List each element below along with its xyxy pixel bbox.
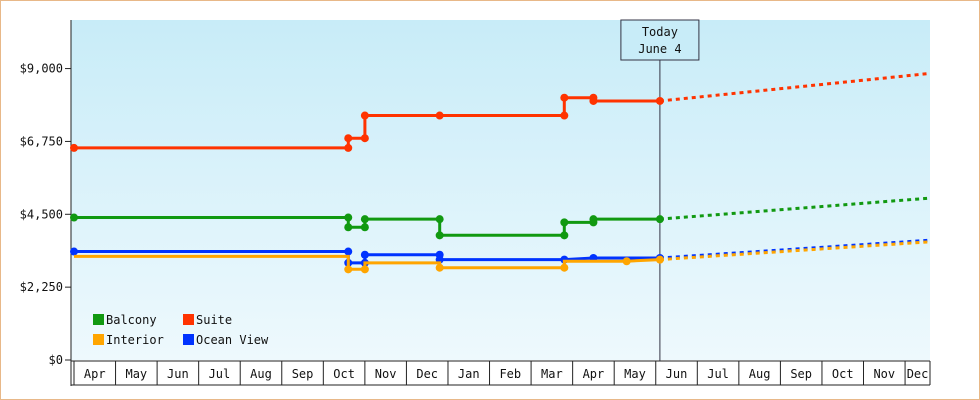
legend-swatch [93, 314, 104, 325]
balcony-point[interactable] [560, 231, 569, 240]
interior-point[interactable] [435, 263, 444, 272]
interior-point[interactable] [655, 255, 664, 264]
legend-item-suite[interactable]: Suite [183, 313, 232, 327]
x-month-label: Sep [790, 367, 812, 381]
x-month-label: Jun [666, 367, 688, 381]
balcony-point[interactable] [344, 213, 353, 222]
x-month-label: Jul [707, 367, 729, 381]
suite-projection [659, 71, 931, 103]
legend-label: Balcony [106, 313, 157, 327]
x-month-label: Jul [209, 367, 231, 381]
balcony-point[interactable] [435, 231, 444, 240]
interior-projection [659, 240, 931, 262]
ocean-view-projection [659, 238, 931, 260]
balcony-point[interactable] [360, 215, 369, 224]
legend-label: Interior [106, 333, 164, 347]
balcony-point[interactable] [70, 213, 78, 222]
x-month-label: Oct [832, 367, 854, 381]
suite-point[interactable] [655, 96, 664, 105]
x-month-label: Sep [292, 367, 314, 381]
suite-point[interactable] [560, 111, 569, 120]
legend-label: Suite [196, 313, 232, 327]
series-layer [70, 71, 931, 274]
series-balcony [70, 196, 931, 240]
suite-point[interactable] [344, 134, 353, 143]
ocean-view-point[interactable] [360, 250, 369, 259]
x-month-label: Apr [583, 367, 605, 381]
suite-point[interactable] [435, 111, 444, 120]
ocean-view-point[interactable] [344, 247, 353, 256]
y-tick-label: $2,250 [20, 280, 63, 294]
y-tick-label: $9,000 [20, 62, 63, 76]
x-month-label: Jun [167, 367, 189, 381]
interior-line [74, 254, 660, 271]
legend-item-ocean-view[interactable]: Ocean View [183, 333, 269, 347]
legend-item-balcony[interactable]: Balcony [93, 313, 157, 327]
interior-point[interactable] [560, 263, 569, 272]
series-interior [74, 240, 931, 274]
x-month-label: May [125, 367, 147, 381]
interior-point[interactable] [360, 265, 369, 274]
balcony-point[interactable] [560, 218, 569, 227]
balcony-point[interactable] [435, 215, 444, 224]
x-month-label: Feb [499, 367, 521, 381]
legend-item-interior[interactable]: Interior [93, 333, 164, 347]
legend: Balcony Suite Interior Ocean View [93, 313, 269, 347]
y-tick-label: $6,750 [20, 134, 63, 148]
suite-point[interactable] [70, 143, 78, 152]
ocean-view-point[interactable] [70, 247, 78, 256]
suite-point[interactable] [560, 93, 569, 102]
x-month-label: May [624, 367, 646, 381]
x-month-label: Dec [907, 367, 929, 381]
today-date: June 4 [638, 42, 681, 56]
legend-swatch [93, 334, 104, 345]
today-label: Today [642, 25, 678, 39]
today-box [620, 19, 700, 61]
balcony-point[interactable] [589, 215, 598, 224]
legend-swatch [183, 314, 194, 325]
x-month-label: Apr [84, 367, 106, 381]
suite-point[interactable] [589, 96, 598, 105]
x-month-label: Nov [873, 367, 895, 381]
x-month-label: Dec [416, 367, 438, 381]
x-month-label: Aug [749, 367, 771, 381]
plot-background [71, 20, 930, 360]
y-axis-ticks: $0 $2,250 $4,500 $6,750 $9,000 [20, 20, 72, 386]
x-month-label: Jan [458, 367, 480, 381]
balcony-projection [659, 196, 931, 221]
interior-point[interactable] [344, 265, 353, 274]
x-month-label: Aug [250, 367, 272, 381]
suite-point[interactable] [360, 134, 369, 143]
x-axis: Apr May Jun Jul Aug Sep Oct Nov Dec Jan Feb Mar Apr M… [71, 360, 931, 386]
today-marker: Today June 4 [620, 19, 700, 361]
balcony-point[interactable] [344, 223, 353, 232]
x-month-label: Oct [333, 367, 355, 381]
balcony-point[interactable] [655, 215, 664, 224]
y-tick-label: $4,500 [20, 207, 63, 221]
legend-swatch [183, 334, 194, 345]
interior-point[interactable] [622, 257, 631, 266]
suite-point[interactable] [360, 111, 369, 120]
series-suite [70, 71, 931, 152]
suite-point[interactable] [344, 143, 353, 152]
y-tick-label: $0 [49, 353, 63, 367]
x-month-label: Nov [375, 367, 397, 381]
balcony-point[interactable] [360, 223, 369, 232]
legend-label: Ocean View [196, 333, 269, 347]
x-month-label: Mar [541, 367, 563, 381]
